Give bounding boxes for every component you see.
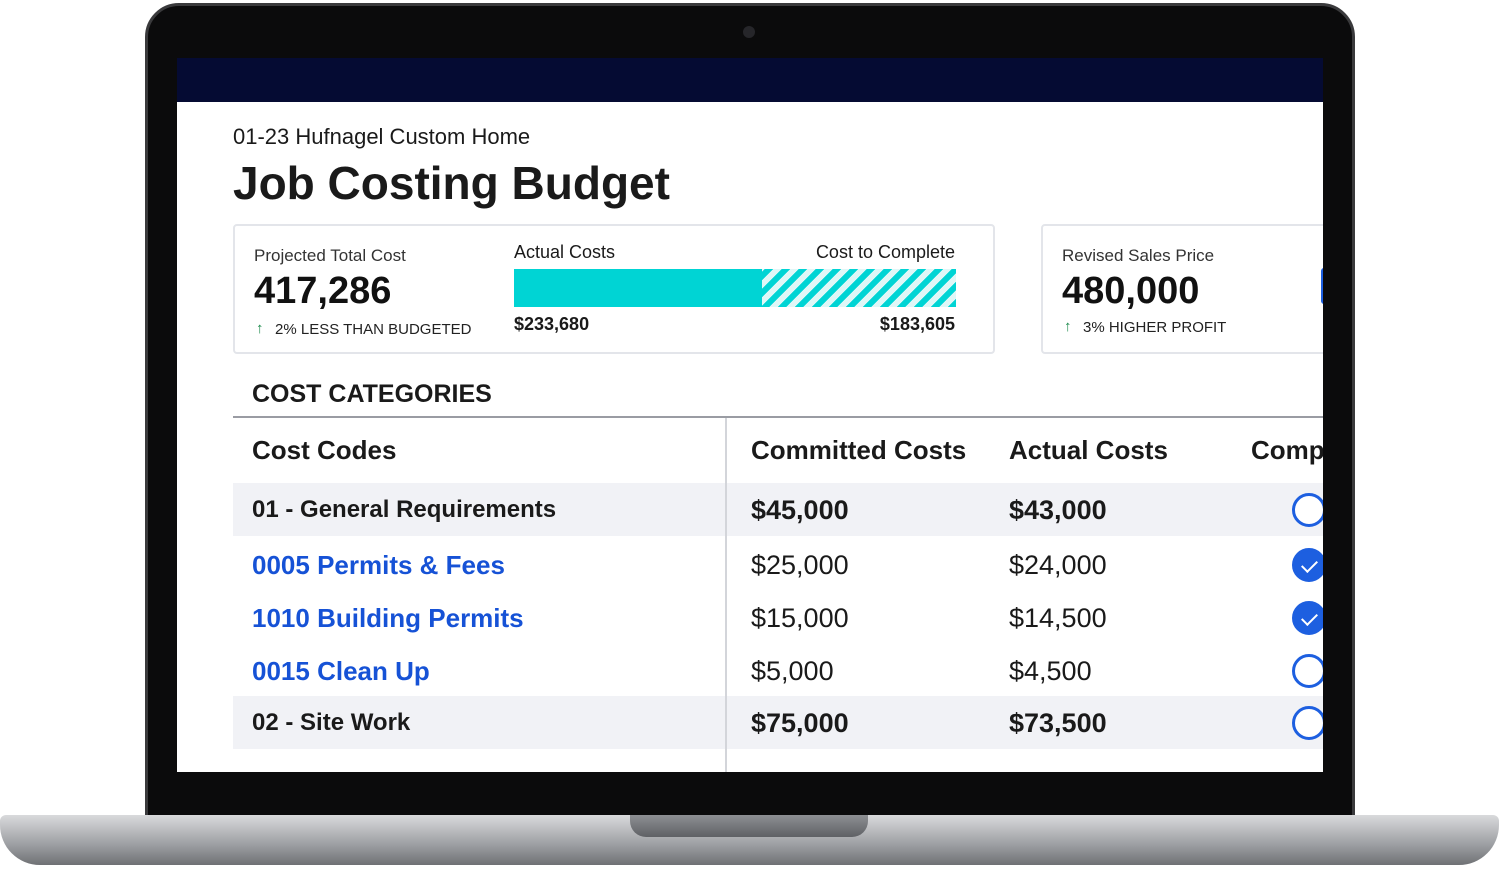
card-value: 480,000 (1062, 270, 1200, 312)
complete-segment (761, 269, 956, 307)
bar-value: $233,680 (514, 314, 590, 334)
card-value: 417,286 (254, 270, 392, 312)
camera (743, 26, 755, 38)
cost-code-link[interactable]: 1010 Building Permits (252, 603, 524, 633)
actual-cost: $43,000 (1009, 495, 1107, 525)
section-rule (233, 416, 1323, 418)
cost-bar (514, 269, 956, 307)
committed-cost: $75,000 (751, 708, 849, 738)
column-header: Actual Costs (1009, 435, 1168, 465)
up-arrow: ↑ (256, 320, 264, 337)
card-accent (1321, 268, 1323, 304)
bar-value: $183,605 (879, 314, 955, 334)
card-note: 3% HIGHER PROFIT (1083, 319, 1227, 336)
group-name: 02 - Site Work (252, 709, 411, 736)
laptop-notch (630, 815, 868, 837)
actual-cost: $14,500 (1009, 603, 1107, 633)
actual-cost: $4,500 (1009, 656, 1092, 686)
nav-bar (177, 58, 1323, 102)
committed-cost: $25,000 (751, 550, 849, 580)
column-header: Comp (1251, 435, 1323, 465)
complete-toggle[interactable] (1292, 548, 1323, 582)
actual-cost: $73,500 (1009, 708, 1107, 738)
cost-table: Cost Codes Committed Costs Actual Costs Com… (177, 58, 1323, 772)
column-header: Cost Codes (252, 435, 397, 465)
actual-cost: $24,000 (1009, 550, 1107, 580)
bar-label: Cost to Complete (815, 242, 955, 262)
column-header: Committed Costs (751, 435, 967, 465)
card-note: 2% LESS THAN BUDGETED (275, 321, 472, 338)
committed-cost: $5,000 (751, 656, 834, 686)
cost-code-link[interactable]: 0015 Clean Up (252, 656, 430, 686)
page-title: Job Costing Budget (233, 157, 670, 209)
complete-toggle[interactable] (1292, 601, 1323, 635)
card-label: Projected Total Cost (254, 246, 406, 265)
complete-toggle[interactable] (1292, 493, 1323, 527)
cost-card: Projected Total Cost 417,286 ↑ 2% LESS T… (233, 224, 995, 354)
bar-label: Actual Costs (514, 242, 616, 262)
check-icon (1301, 556, 1318, 573)
committed-cost: $45,000 (751, 495, 849, 525)
subtitle: 01-23 Hufnagel Custom Home (233, 124, 531, 149)
complete-toggle[interactable] (1292, 706, 1323, 740)
group-row-bg (233, 696, 1323, 749)
up-arrow: ↑ (1064, 318, 1072, 335)
actual-segment (514, 269, 762, 307)
card-label: Revised Sales Price (1062, 246, 1215, 265)
column-divider (725, 418, 727, 772)
committed-cost: $15,000 (751, 603, 849, 633)
check-icon (1301, 609, 1318, 626)
group-name: 01 - General Requirements (252, 496, 557, 523)
cost-code-link[interactable]: 0005 Permits & Fees (252, 550, 505, 580)
complete-toggle[interactable] (1292, 654, 1323, 688)
sales-card: Revised Sales Price 480,000 ↑ 3% HIGHER … (1041, 224, 1323, 354)
section-title: COST CATEGORIES (252, 380, 492, 408)
screen: 01-23 Hufnagel Custom Home Job Costing B… (177, 58, 1323, 772)
group-row-bg (233, 483, 1323, 536)
